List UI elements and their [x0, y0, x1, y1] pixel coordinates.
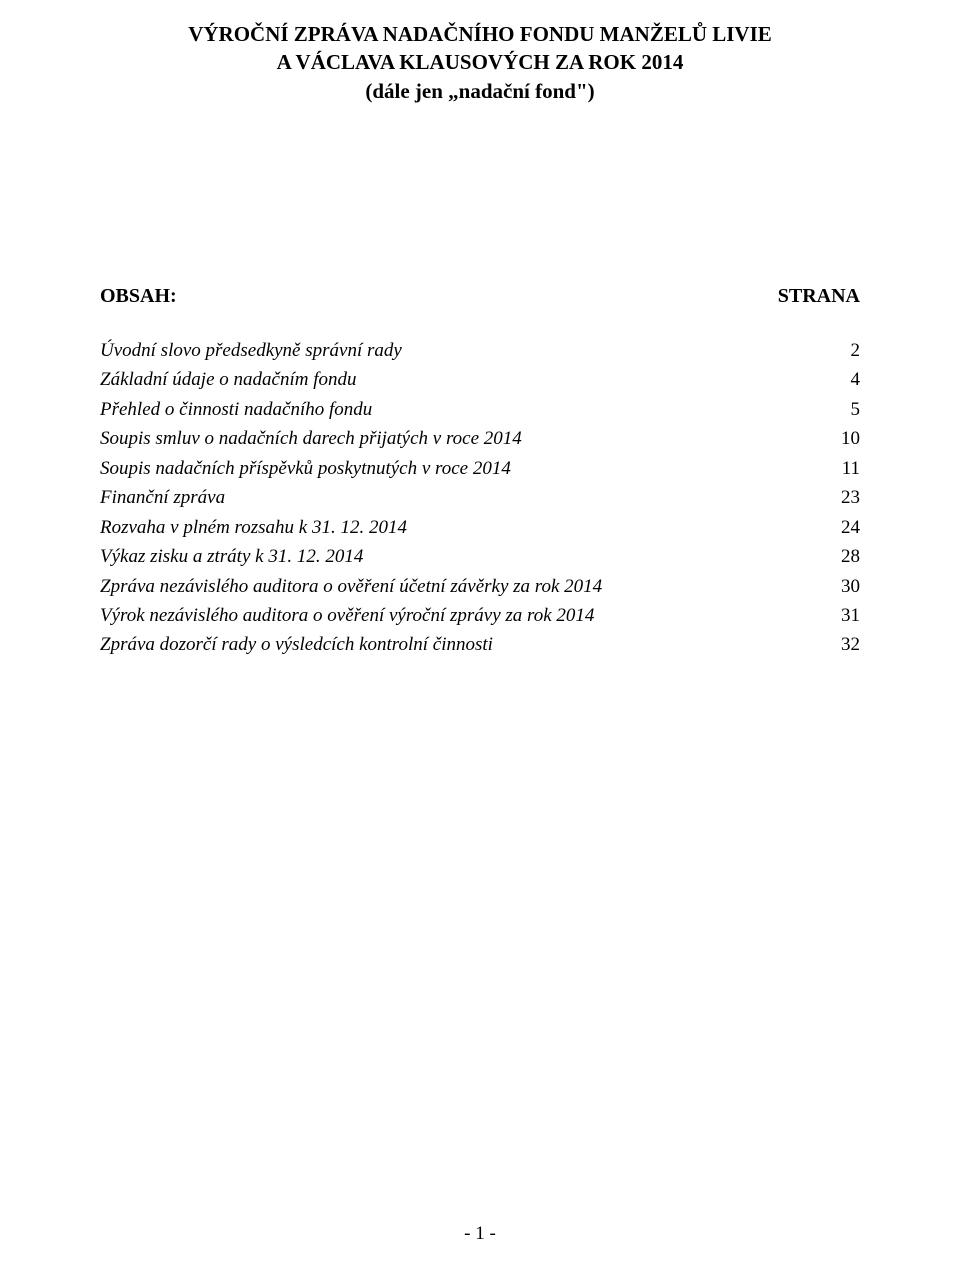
toc-entry: Výkaz zisku a ztráty k 31. 12. 2014 28: [100, 542, 860, 571]
toc-entry-label: Finanční zpráva: [100, 483, 225, 512]
toc-entry: Výrok nezávislého auditora o ověření výr…: [100, 601, 860, 630]
toc-entry-label: Výrok nezávislého auditora o ověření výr…: [100, 601, 594, 630]
title-line-2: A VÁCLAVA KLAUSOVÝCH ZA ROK 2014: [100, 48, 860, 76]
toc-entry-page: 28: [841, 542, 860, 571]
toc-entry-label: Základní údaje o nadačním fondu: [100, 365, 356, 394]
toc-entry-label: Zpráva nezávislého auditora o ověření úč…: [100, 572, 602, 601]
toc-entry-label: Soupis nadačních příspěvků poskytnutých …: [100, 454, 511, 483]
toc-entry: Úvodní slovo předsedkyně správní rady 2: [100, 336, 860, 365]
toc-entry-label: Rozvaha v plném rozsahu k 31. 12. 2014: [100, 513, 407, 542]
toc-entry-label: Zpráva dozorčí rady o výsledcích kontrol…: [100, 630, 493, 659]
toc-entry-page: 30: [841, 572, 860, 601]
toc-entry: Rozvaha v plném rozsahu k 31. 12. 2014 24: [100, 513, 860, 542]
toc-entry-label: Soupis smluv o nadačních darech přijatýc…: [100, 424, 522, 453]
toc-entry: Finanční zpráva 23: [100, 483, 860, 512]
toc-entry-label: Úvodní slovo předsedkyně správní rady: [100, 336, 402, 365]
toc-entry: Základní údaje o nadačním fondu 4: [100, 365, 860, 394]
toc-entry-page: 5: [851, 395, 861, 424]
toc-entry: Soupis smluv o nadačních darech přijatýc…: [100, 424, 860, 453]
table-of-contents: Úvodní slovo předsedkyně správní rady2Zá…: [100, 336, 860, 660]
toc-entry-page: 24: [841, 513, 860, 542]
toc-entry-page: 31: [841, 601, 860, 630]
toc-entry: Zpráva dozorčí rady o výsledcích kontrol…: [100, 630, 860, 659]
toc-entry-page: 11: [842, 454, 860, 483]
toc-entry: Soupis nadačních příspěvků poskytnutých …: [100, 454, 860, 483]
page-column-label: STRANA: [778, 285, 860, 308]
toc-entry-page: 10: [841, 424, 860, 453]
toc-entry-label: Výkaz zisku a ztráty k 31. 12. 2014: [100, 542, 363, 571]
toc-entry: Zpráva nezávislého auditora o ověření úč…: [100, 572, 860, 601]
toc-entry-page: 23: [841, 483, 860, 512]
toc-entry-page: 4: [851, 365, 861, 394]
toc-entry: Přehled o činnosti nadačního fondu 5: [100, 395, 860, 424]
title-line-3: (dále jen „nadační fond"): [100, 77, 860, 105]
document-title: VÝROČNÍ ZPRÁVA NADAČNÍHO FONDU MANŽELŮ L…: [100, 20, 860, 105]
page-number: - 1 -: [0, 1223, 960, 1245]
contents-label: OBSAH:: [100, 285, 177, 308]
title-line-1: VÝROČNÍ ZPRÁVA NADAČNÍHO FONDU MANŽELŮ L…: [100, 20, 860, 48]
toc-entry-page: 32: [841, 630, 860, 659]
contents-heading-row: OBSAH: STRANA: [100, 285, 860, 308]
toc-entry-page: 2: [851, 336, 861, 365]
toc-entry-label: Přehled o činnosti nadačního fondu: [100, 395, 372, 424]
